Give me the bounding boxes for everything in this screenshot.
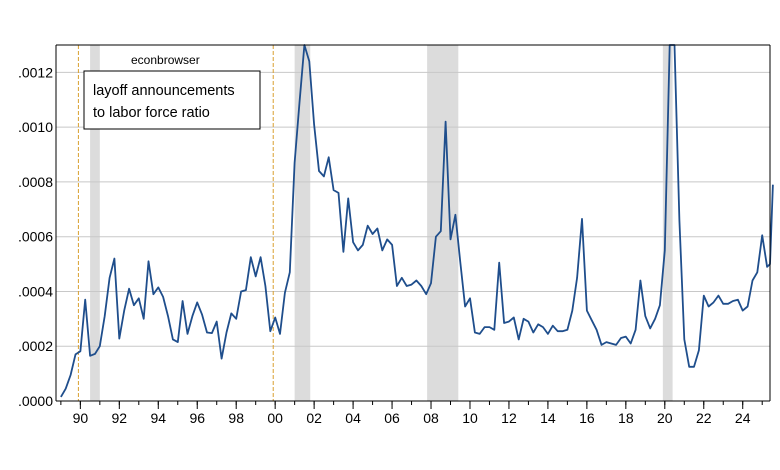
y-tick-label: .0004 <box>18 283 53 299</box>
series-line-0 <box>60 44 774 398</box>
x-tick-label: 14 <box>540 410 556 426</box>
x-tick-label: 22 <box>696 410 712 426</box>
y-tick-labels: .0000 .0002 .0004 .0006 .0008 .0010 .0012 <box>18 64 53 409</box>
watermark-text: econbrowser <box>131 53 200 67</box>
x-tick-label: 90 <box>73 410 89 426</box>
x-tick-label: 02 <box>306 410 322 426</box>
x-tick-label: 08 <box>423 410 439 426</box>
gridlines <box>56 71 770 347</box>
x-tick-label: 98 <box>228 410 244 426</box>
y-tick-label: .0008 <box>18 174 53 190</box>
event-lines <box>77 45 274 401</box>
y-tick-label: .0006 <box>18 229 53 245</box>
x-tick-label: 00 <box>267 410 283 426</box>
x-tick-label: 18 <box>618 410 634 426</box>
x-tick-label: 96 <box>189 410 205 426</box>
y-tick-label: .0012 <box>18 64 53 80</box>
axes <box>55 44 771 409</box>
x-tick-label: 24 <box>735 410 751 426</box>
x-tick-label: 06 <box>384 410 400 426</box>
x-tick-label: 20 <box>657 410 673 426</box>
y-tick-label: .0000 <box>18 393 53 409</box>
recession-band-3 <box>662 45 673 401</box>
legend-box <box>83 70 261 130</box>
y-tick-label: .0010 <box>18 119 53 135</box>
x-tick-labels: 90 92 94 96 98 00 02 04 06 08 10 12 14 16 18 20 22 24 <box>73 410 751 426</box>
recession-band-0 <box>90 45 100 401</box>
y-tick-label: .0002 <box>18 338 53 354</box>
x-tick-label: 92 <box>112 410 128 426</box>
x-tick-label: 04 <box>345 410 361 426</box>
x-tick-label: 94 <box>150 410 166 426</box>
x-tick-label: 10 <box>462 410 478 426</box>
x-tick-label: 12 <box>501 410 517 426</box>
series-layer <box>60 44 774 398</box>
recession-band-1 <box>294 45 311 401</box>
legend-line-1: layoff announcements <box>93 83 235 99</box>
legend: layoff announcements to labor force rati… <box>83 70 261 130</box>
x-tick-label: 16 <box>579 410 595 426</box>
legend-line-2: to labor force ratio <box>93 105 210 121</box>
